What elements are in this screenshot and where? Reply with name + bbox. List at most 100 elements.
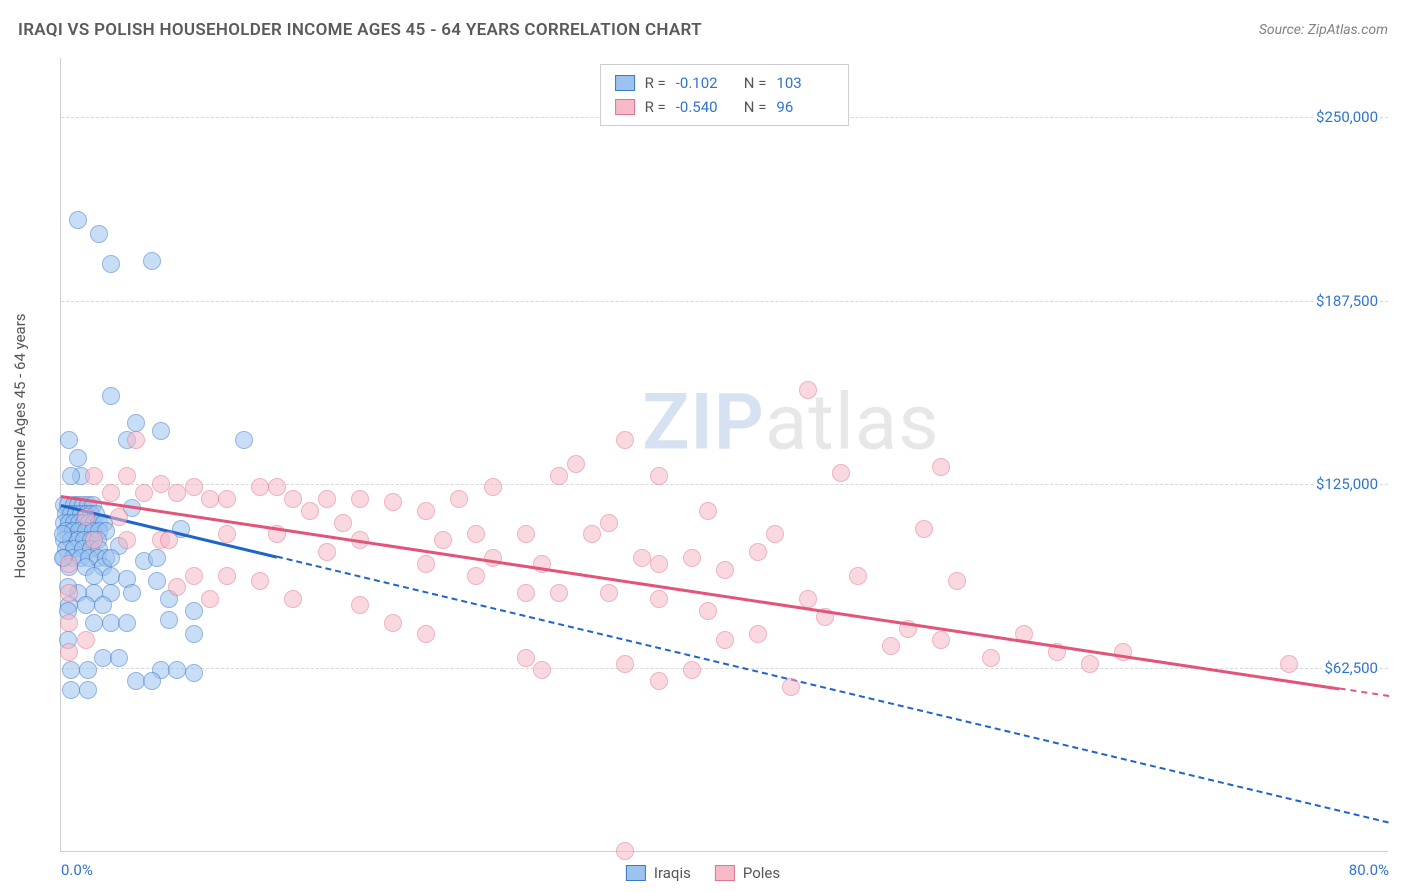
data-point (384, 493, 402, 511)
data-point (152, 422, 170, 440)
data-point (218, 567, 236, 585)
data-point (567, 455, 585, 473)
data-point (185, 478, 203, 496)
data-point (168, 484, 186, 502)
data-point (152, 475, 170, 493)
data-point (517, 649, 535, 667)
data-point (600, 514, 618, 532)
data-point (766, 525, 784, 543)
data-point (284, 490, 302, 508)
data-point (110, 508, 128, 526)
legend-row-iraqis: R = -0.102 N = 103 (615, 71, 835, 95)
data-point (1280, 655, 1298, 673)
data-point (882, 637, 900, 655)
series-legend: Iraqis Poles (626, 864, 780, 882)
data-point (600, 584, 618, 602)
data-point (633, 549, 651, 567)
data-point (77, 508, 95, 526)
data-point (85, 614, 103, 632)
data-point (517, 525, 535, 543)
data-point (201, 590, 219, 608)
data-point (102, 484, 120, 502)
y-tick-label: $187,500 (1314, 292, 1380, 310)
data-point (417, 502, 435, 520)
data-point (79, 681, 97, 699)
data-point (650, 467, 668, 485)
plot-area: ZIPatlas $62,500$125,000$187,500$250,000… (60, 58, 1388, 852)
data-point (948, 572, 966, 590)
data-point (160, 611, 178, 629)
watermark: ZIPatlas (642, 377, 939, 468)
data-point (62, 681, 80, 699)
data-point (60, 431, 78, 449)
data-point (351, 596, 369, 614)
data-point (749, 625, 767, 643)
swatch-poles-b (715, 865, 735, 881)
data-point (517, 584, 535, 602)
data-point (185, 602, 203, 620)
data-point (318, 490, 336, 508)
data-point (318, 543, 336, 561)
data-point (782, 678, 800, 696)
data-point (1081, 655, 1099, 673)
data-point (118, 614, 136, 632)
data-point (284, 590, 302, 608)
data-point (268, 478, 286, 496)
regression-line (61, 496, 1389, 696)
data-point (915, 520, 933, 538)
data-point (982, 649, 1000, 667)
data-point (143, 672, 161, 690)
source-label: Source: ZipAtlas.com (1259, 22, 1388, 38)
correlation-legend: R = -0.102 N = 103 R = -0.540 N = 96 (600, 64, 850, 126)
data-point (218, 525, 236, 543)
y-tick-label: $125,000 (1314, 475, 1380, 493)
data-point (143, 252, 161, 270)
data-point (384, 614, 402, 632)
data-point (79, 661, 97, 679)
data-point (218, 490, 236, 508)
data-point (102, 614, 120, 632)
chart-title: IRAQI VS POLISH HOUSEHOLDER INCOME AGES … (18, 20, 702, 40)
data-point (60, 555, 78, 573)
data-point (201, 490, 219, 508)
legend-row-poles: R = -0.540 N = 96 (615, 95, 835, 119)
swatch-iraqis-b (626, 865, 646, 881)
data-point (127, 431, 145, 449)
data-point (251, 478, 269, 496)
data-point (650, 555, 668, 573)
data-point (932, 631, 950, 649)
gridline (61, 668, 1388, 669)
data-point (749, 543, 767, 561)
data-point (185, 664, 203, 682)
data-point (123, 584, 141, 602)
data-point (168, 661, 186, 679)
data-point (467, 567, 485, 585)
data-point (102, 387, 120, 405)
data-point (533, 661, 551, 679)
data-point (799, 381, 817, 399)
y-tick-label: $250,000 (1314, 108, 1380, 126)
data-point (110, 649, 128, 667)
data-point (62, 661, 80, 679)
data-point (550, 467, 568, 485)
data-point (616, 431, 634, 449)
swatch-poles (615, 99, 635, 115)
data-point (69, 449, 87, 467)
data-point (60, 643, 78, 661)
data-point (650, 590, 668, 608)
data-point (77, 631, 95, 649)
data-point (102, 549, 120, 567)
data-point (683, 549, 701, 567)
title-bar: IRAQI VS POLISH HOUSEHOLDER INCOME AGES … (18, 20, 1388, 40)
data-point (351, 490, 369, 508)
data-point (85, 467, 103, 485)
x-tick-label: 80.0% (1349, 861, 1389, 879)
data-point (484, 478, 502, 496)
data-point (832, 464, 850, 482)
data-point (467, 525, 485, 543)
data-point (160, 531, 178, 549)
data-point (301, 502, 319, 520)
data-point (417, 555, 435, 573)
data-point (716, 631, 734, 649)
data-point (550, 584, 568, 602)
